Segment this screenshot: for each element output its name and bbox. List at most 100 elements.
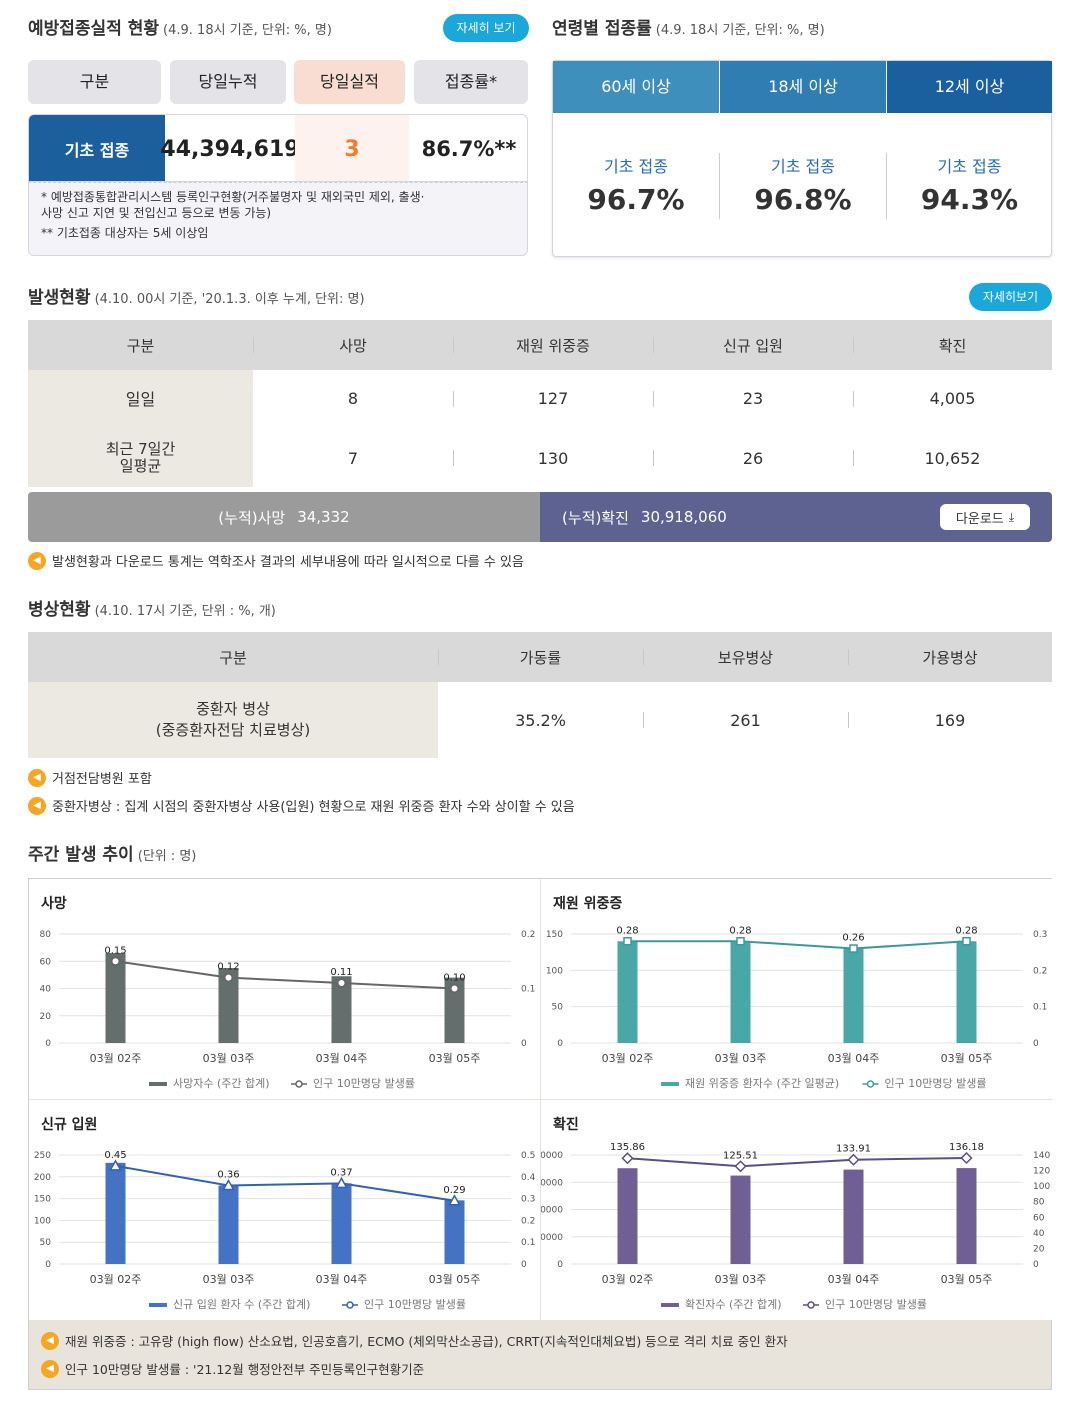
- line-point: [736, 937, 745, 946]
- beds-h-total: 보유병상: [717, 648, 774, 667]
- chart-title-confirmed: 확진: [553, 1117, 579, 1133]
- x-tick-label: 03월 04주: [828, 1052, 880, 1065]
- line-point: [960, 1151, 973, 1165]
- y2-tick-label: 0.2: [521, 1216, 535, 1226]
- y-tick-label: 50: [552, 1003, 564, 1013]
- age-col-12: 기초 접종 94.3%: [887, 153, 1052, 216]
- download-icon: ⤓: [1008, 509, 1015, 524]
- data-label: 0.36: [217, 1170, 239, 1181]
- data-label: 125.51: [723, 1150, 758, 1161]
- tab-18-plus[interactable]: 18세 이상: [720, 61, 886, 113]
- y2-tick-label: 60: [1033, 1213, 1045, 1223]
- line-point: [335, 1176, 348, 1189]
- x-tick-label: 03월 05주: [429, 1052, 481, 1065]
- series-line: [115, 960, 455, 990]
- divider: [653, 337, 654, 353]
- beds-notice-2: ◀ 중환자병상 : 집계 시점의 중환자병상 사용(입원) 현황으로 재원 위중증…: [28, 796, 575, 815]
- vacc-rate-value: 86.7%**: [421, 137, 517, 161]
- x-tick-label: 03월 02주: [90, 1052, 142, 1065]
- y2-tick-label: 0.3: [521, 1195, 535, 1205]
- bar: [956, 1168, 977, 1264]
- legend-bar-label: 확진자수 (주간 합계): [685, 1298, 782, 1311]
- y-tick-label: 100: [34, 1216, 51, 1226]
- speaker-icon: ◀: [41, 1359, 59, 1378]
- vacc-note-2: 사망 신고 지연 및 전입신고 등으로 변동 가능): [41, 206, 272, 220]
- table-cell: 4,005: [929, 388, 976, 408]
- line-point: [110, 956, 121, 967]
- occurrence-title: 발생현황 (4.10. 00시 기준, '20.1.3. 이후 누계, 단위: 명…: [28, 288, 365, 308]
- chart-critical: 0 50 100 150 0 0.1 0.2 0.3 03월 02주 03월 03주 03월 04주…: [546, 925, 1048, 1090]
- age-col-18: 기초 접종 96.8%: [720, 153, 886, 216]
- vaccination-detail-button[interactable]: 자세히 보기: [443, 14, 529, 42]
- table-cell: 35.2%: [515, 710, 566, 730]
- bar: [843, 1169, 864, 1264]
- beds-table-header: 구분 가동률 보유병상 가용병상: [28, 632, 1052, 682]
- divider: [643, 649, 644, 665]
- data-label: 135.86: [610, 1142, 645, 1153]
- y-tick-label: 200: [34, 1173, 51, 1183]
- bar: [105, 1162, 126, 1264]
- data-label: 0.15: [104, 945, 126, 956]
- series-line: [115, 1164, 455, 1202]
- y-tick-label: 100: [546, 966, 563, 976]
- line-point: [109, 1159, 122, 1171]
- table-cell: 23: [742, 388, 764, 408]
- y2-tick-label: 140: [1033, 1151, 1050, 1161]
- table-cell: 130: [537, 448, 569, 468]
- data-label: 0.37: [330, 1167, 352, 1178]
- line-point: [849, 944, 858, 953]
- speaker-icon: ◀: [41, 1331, 59, 1350]
- divider: [453, 450, 454, 466]
- beds-h-category: 구분: [219, 648, 247, 667]
- beds-table: 구분 가동률 보유병상 가용병상 중환자 병상 (중증환자전담 치료병상) 35…: [28, 632, 1052, 758]
- bar: [617, 941, 638, 1043]
- divider: [853, 450, 854, 466]
- bar: [331, 1183, 352, 1264]
- y2-tick-label: 0.4: [521, 1173, 536, 1183]
- x-tick-label: 03월 02주: [90, 1273, 142, 1286]
- download-button[interactable]: 다운로드 ⤓: [940, 504, 1030, 530]
- table-cell: 7: [347, 448, 359, 468]
- data-label: 0.12: [217, 962, 239, 973]
- beds-h-available: 가용병상: [922, 648, 978, 667]
- occurrence-detail-button[interactable]: 자세히보기: [969, 283, 1052, 311]
- y2-tick-label: 0: [521, 1260, 527, 1270]
- occ-rowhead-bg: [28, 370, 253, 487]
- occurrence-subtitle: (4.10. 00시 기준, '20.1.3. 이후 누계, 단위: 명): [94, 292, 365, 307]
- chart-panel-admission: 신규 입원 0 50 100 150 200 250 0 0.1 0.2 0.3 0.4 0.5 03월…: [29, 1100, 540, 1320]
- cumulative-death-bar: (누적)사망 34,332: [28, 492, 540, 542]
- y-tick-label: 0: [45, 1039, 51, 1049]
- y2-tick-label: 120: [1033, 1167, 1050, 1177]
- divider: [853, 337, 854, 353]
- legend-bar-swatch: [661, 1082, 679, 1086]
- tab-60-plus[interactable]: 60세 이상: [553, 61, 719, 113]
- vacc-daily-value: 3: [295, 115, 409, 181]
- occ-h-critical: 재원 위중증: [516, 336, 590, 355]
- y2-tick-label: 80: [1033, 1198, 1045, 1208]
- occ-h-confirmed: 확진: [938, 336, 967, 355]
- bar: [843, 947, 864, 1043]
- x-tick-label: 03월 04주: [316, 1052, 368, 1065]
- table-cell: 127: [537, 388, 569, 408]
- y2-tick-label: 0.3: [1033, 930, 1047, 940]
- vacc-note-1: * 예방접종통합관리시스템 등록인구현황(거주불명자 및 재외국민 제외, 출생…: [41, 190, 425, 204]
- data-label: 0.11: [330, 967, 352, 978]
- table-row-label: 중환자 병상 (중증환자전담 치료병상): [28, 682, 438, 758]
- x-tick-label: 03월 02주: [602, 1273, 654, 1286]
- x-tick-label: 03월 05주: [941, 1052, 993, 1065]
- y2-tick-label: 0: [1033, 1039, 1039, 1049]
- cumulative-confirmed-value: 30,918,060: [640, 508, 727, 526]
- tab-12-plus[interactable]: 12세 이상: [887, 61, 1052, 113]
- bar: [331, 976, 352, 1043]
- age-divider: [719, 153, 720, 219]
- table-cell: 169: [934, 710, 966, 730]
- vacc-cumulative-value: 44,394,619: [160, 136, 300, 162]
- y-tick-label: 60: [40, 957, 52, 967]
- y-tick-label: 40000: [541, 1206, 563, 1216]
- vacc-note-3: ** 기초접종 대상자는 5세 이상임: [41, 226, 209, 240]
- line-point: [223, 972, 234, 983]
- age-rate-card: 60세 이상 18세 이상 12세 이상 기초 접종 96.7% 기초 접종 9…: [552, 60, 1052, 257]
- line-point: [621, 1152, 634, 1165]
- cumulative-confirmed-bar: (누적)확진 30,918,060 다운로드 ⤓: [540, 492, 1052, 542]
- vacc-row-label: 기초 접종: [29, 115, 165, 181]
